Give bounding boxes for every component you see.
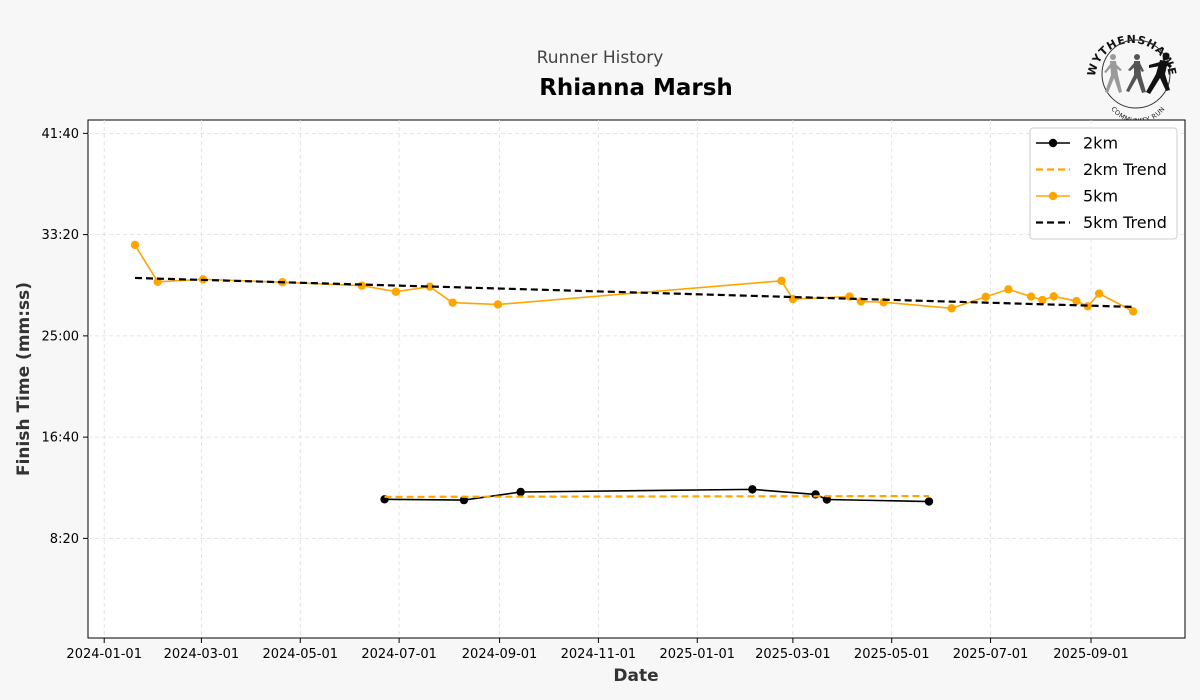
y-tick-label: 16:40 [42,431,79,446]
legend-label: 2km Trend [1083,160,1167,179]
runner-figure-2 [1126,54,1146,93]
x-axis-label: Date [613,666,658,686]
data-point-5km [1072,296,1081,306]
data-point-5km [1026,292,1036,301]
y-tick-label: 8:20 [50,532,79,547]
x-tick-label: 2025-05-01 [854,647,930,662]
y-tick-label: 33:20 [42,228,79,243]
series-2km [380,485,934,506]
legend-label: 5km [1083,187,1118,206]
x-tick-label: 2024-07-01 [361,647,437,662]
legend: 2km 2km Trend 5km 5km Trend [1029,127,1178,240]
series-line-5km-trend [134,276,1134,309]
x-tick-label: 2024-01-01 [66,647,142,662]
data-point-5km [1083,302,1092,311]
x-tick-label: 2025-01-01 [659,647,735,662]
data-point-5km [391,287,401,296]
x-tick-label: 2025-03-01 [755,647,831,662]
data-point-5km [947,304,956,313]
y-tick-label: 41:40 [42,127,79,142]
runners-logo-icon: WYTHENSHAWE COMMUNITY RUN [1085,33,1178,125]
runner-figure-1 [1104,54,1122,93]
x-tick-label: 2025-09-01 [1053,647,1129,662]
data-point-5km [777,276,786,285]
x-axis: 2024-01-01 2024-03-01 2024-05-01 2024-07-01… [66,638,1129,662]
x-tick-label: 2024-09-01 [462,647,538,662]
data-point-2km [811,490,820,499]
logo-ring [1101,39,1171,109]
data-point-2km [516,487,525,497]
data-point-5km [1038,295,1047,305]
legend-item-5km: 5km [1036,187,1118,206]
legend-label: 5km Trend [1083,213,1167,232]
y-axis-label: Finish Time (mm:ss) [14,282,34,476]
legend-marker [1048,138,1058,148]
plot-area [87,119,1186,639]
series-2km-trend [384,494,929,498]
legend-item-5km-trend: 5km Trend [1036,213,1167,232]
x-tick-label: 2024-03-01 [164,647,240,662]
data-point-5km [130,240,140,250]
y-tick-label: 25:00 [42,329,79,344]
legend-item-2km-trend: 2km Trend [1036,160,1167,179]
legend-item-2km: 2km [1036,134,1118,153]
chart-subtitle: Runner History [537,48,664,68]
data-point-5km [493,300,503,309]
data-point-2km [459,495,469,505]
data-point-5km [981,292,990,301]
y-axis: 8:20 16:40 25:00 33:20 41:40 [42,127,88,547]
legend-label: 2km [1083,134,1118,153]
x-tick-label: 2024-11-01 [561,647,637,662]
data-point-5km [357,281,367,290]
data-point-2km [924,497,934,506]
series-line-2km-trend [384,494,929,498]
series-5km-trend [134,276,1134,309]
x-tick-label: 2024-05-01 [262,647,338,662]
legend-marker [1048,191,1058,201]
data-point-2km [748,485,757,494]
data-point-5km [1004,285,1013,294]
chart-title: Rhianna Marsh [539,75,733,101]
data-point-2km [822,495,832,504]
data-point-5km [1128,307,1138,316]
data-point-5km [1049,292,1058,301]
data-point-5km [1094,289,1104,298]
x-tick-label: 2025-07-01 [953,647,1029,662]
runner-figure-3 [1146,52,1172,94]
data-point-5km [448,298,457,307]
series [130,240,1138,506]
data-point-5km [425,282,435,291]
grid [88,120,1185,638]
legend-box [1029,127,1178,240]
